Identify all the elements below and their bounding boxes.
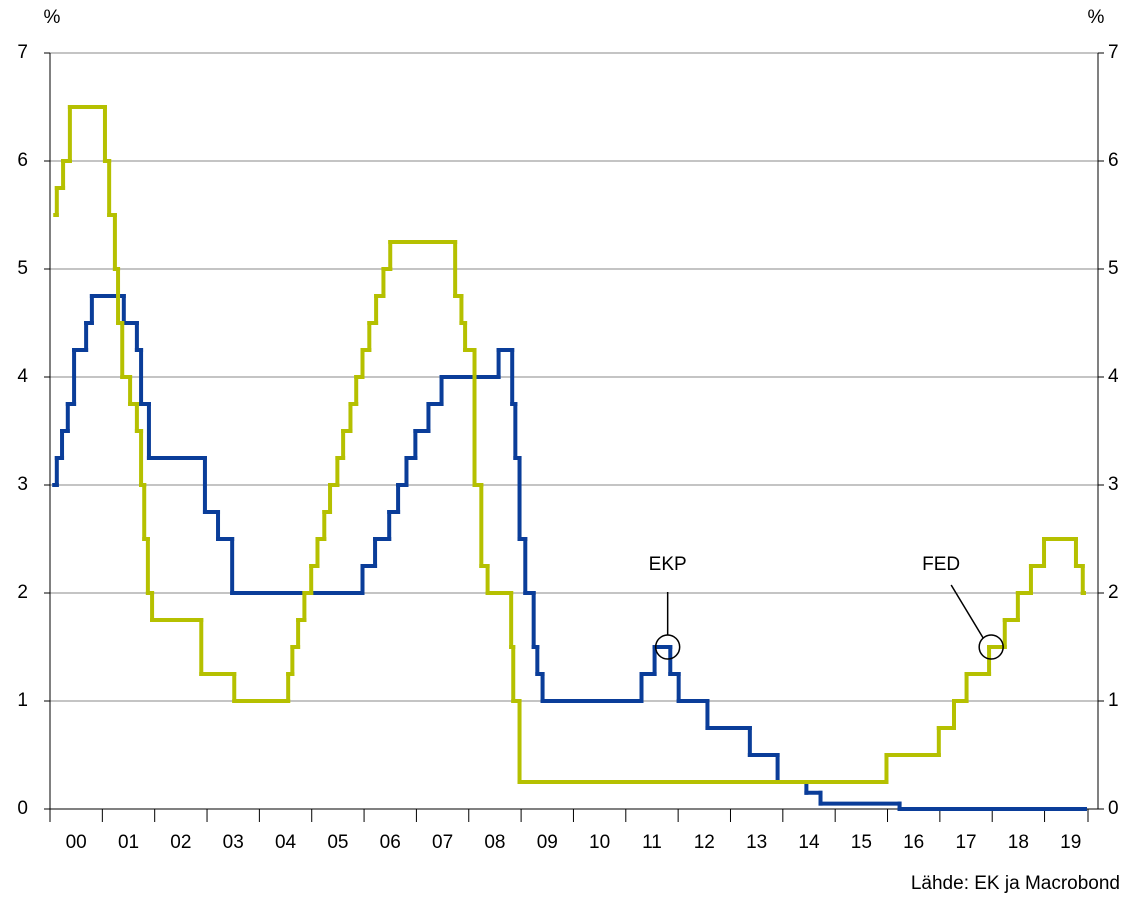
annotation-label: FED — [922, 554, 960, 575]
y2-tick-label: 6 — [1108, 150, 1119, 171]
y-tick-label: 2 — [17, 582, 28, 603]
x-tick-label: 18 — [1008, 832, 1029, 853]
y2-tick-label: 1 — [1108, 690, 1119, 711]
source-note: Lähde: EK ja Macrobond — [911, 873, 1120, 894]
x-tick-label: 08 — [484, 832, 505, 853]
x-tick-label: 06 — [380, 832, 401, 853]
x-tick-label: 01 — [118, 832, 139, 853]
y2-tick-label: 4 — [1108, 366, 1119, 387]
y-unit-right: % — [1088, 7, 1105, 28]
y-tick-label: 0 — [17, 798, 28, 819]
y-unit-left: % — [44, 7, 61, 28]
x-tick-label: 16 — [903, 832, 924, 853]
y2-tick-label: 0 — [1108, 798, 1119, 819]
x-tick-label: 02 — [170, 832, 191, 853]
x-tick-label: 15 — [851, 832, 872, 853]
x-tick-label: 07 — [432, 832, 453, 853]
y-tick-label: 7 — [17, 42, 28, 63]
x-tick-label: 05 — [327, 832, 348, 853]
x-tick-label: 11 — [642, 832, 662, 853]
x-tick-label: 14 — [798, 832, 820, 853]
x-tick-label: 17 — [955, 832, 976, 853]
y2-tick-label: 7 — [1108, 42, 1119, 63]
annotation-leader — [950, 584, 984, 639]
x-tick-label: 19 — [1060, 832, 1081, 853]
x-tick-label: 00 — [66, 832, 87, 853]
y-tick-label: 6 — [17, 150, 28, 171]
x-tick-label: 10 — [589, 832, 610, 853]
y2-tick-label: 5 — [1108, 258, 1119, 279]
x-tick-label: 04 — [275, 832, 297, 853]
y-tick-label: 5 — [17, 258, 28, 279]
x-tick-label: 03 — [223, 832, 244, 853]
y-tick-label: 1 — [17, 690, 28, 711]
x-tick-label: 12 — [694, 832, 715, 853]
x-tick-label: 09 — [537, 832, 558, 853]
y-tick-label: 4 — [17, 366, 28, 387]
y2-tick-label: 2 — [1108, 582, 1119, 603]
annotation-label: EKP — [649, 554, 687, 575]
y-tick-label: 3 — [17, 474, 28, 495]
y2-tick-label: 3 — [1108, 474, 1119, 495]
x-tick-label: 13 — [746, 832, 767, 853]
annotation-circle — [978, 634, 1004, 660]
